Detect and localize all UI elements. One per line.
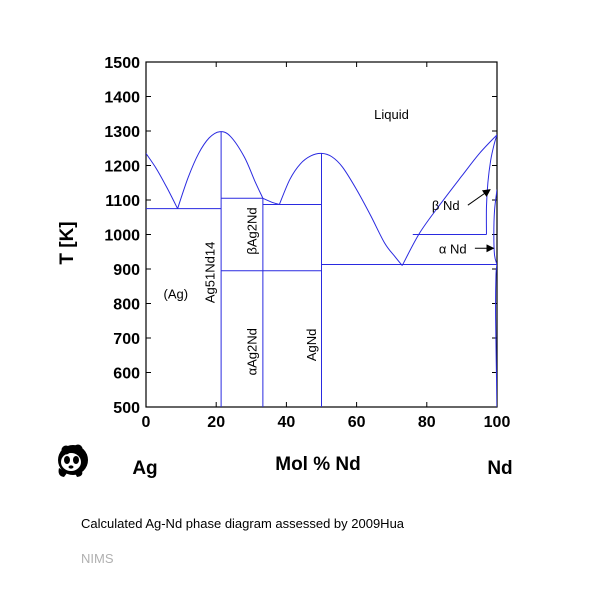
x-tick-label: 60 [348, 414, 366, 431]
panda-logo-icon [58, 444, 88, 477]
y-axis-label: T [K] [57, 221, 78, 264]
y-tick-label: 800 [113, 297, 140, 314]
x-axis-label: Mol % Nd [275, 454, 361, 475]
y-tick-label: 1200 [104, 159, 140, 176]
phase-region-label: AgNd [304, 329, 319, 362]
x-tick-label: 80 [418, 414, 436, 431]
phase-region-label: (Ag) [164, 286, 189, 301]
y-tick-label: 700 [113, 331, 140, 348]
phase-annotation-label: α Nd [439, 241, 467, 256]
phase-boundary-line [493, 189, 497, 265]
phase-boundary-line [495, 264, 497, 407]
y-tick-label: 1100 [105, 193, 140, 210]
figure-caption: Calculated Ag-Nd phase diagram assessed … [81, 516, 405, 531]
y-tick-label: 1400 [104, 90, 140, 107]
x-tick-label: 40 [278, 414, 296, 431]
y-tick-label: 500 [113, 400, 140, 417]
y-tick-label: 600 [113, 366, 140, 383]
liquidus-line [262, 197, 280, 205]
phase-region-label: βAg2Nd [245, 207, 260, 254]
liquidus-line [401, 134, 497, 266]
y-tick-labels: 500 600 700 800 900 1000 1100 1200 1300 1400 1500 [104, 55, 140, 417]
phase-region-label: Ag51Nd14 [202, 242, 217, 303]
x-tick-label: 20 [207, 414, 225, 431]
y-tick-label: 1300 [104, 124, 140, 141]
y-tick-label: 1000 [104, 228, 140, 245]
phase-annotation-label: β Nd [432, 198, 460, 213]
phase-boundary-line [485, 134, 497, 235]
phase-region-label: Liquid [374, 107, 409, 122]
liquidus-line [177, 131, 264, 209]
source-label: NIMS [81, 551, 114, 566]
x-tick-label: 100 [484, 414, 511, 431]
left-element-label: Ag [132, 458, 157, 479]
plot-area: Liquid (Ag) Ag51Nd14 βAg2Nd αAg2Nd AgNd β Nd α … [145, 61, 498, 408]
right-element-label: Nd [487, 458, 512, 479]
liquidus-line [146, 153, 179, 209]
annotation-arrow [467, 189, 491, 206]
x-tick-labels: 0 20 40 60 80 100 [142, 414, 511, 431]
y-tick-label: 900 [113, 262, 140, 279]
liquidus-line [278, 152, 403, 266]
phase-region-label: αAg2Nd [245, 328, 260, 375]
x-tick-label: 0 [142, 414, 151, 431]
y-tick-label: 1500 [104, 55, 140, 72]
